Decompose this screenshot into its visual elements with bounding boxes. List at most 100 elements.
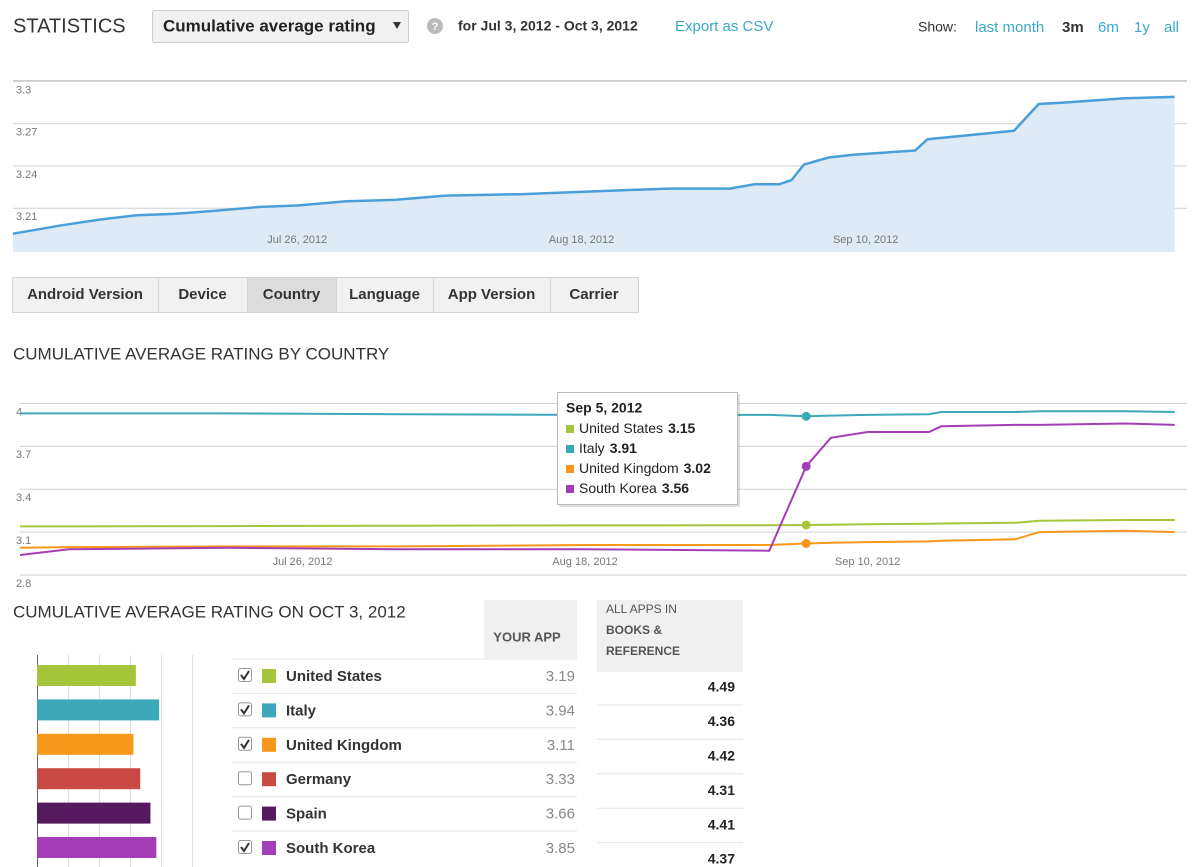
y-tick-label: 3.21 <box>16 211 37 223</box>
tab[interactable] <box>12 277 159 313</box>
tooltip-name: South Korea <box>579 480 657 496</box>
tooltip-name: Italy <box>579 440 605 456</box>
range-link[interactable]: 6m <box>1098 19 1119 36</box>
y-tick-label: 3.7 <box>16 449 31 461</box>
legend-swatch <box>262 737 276 752</box>
y-tick-label: 3.4 <box>16 492 31 504</box>
your-app-value: 3.66 <box>546 806 575 823</box>
date-range: for Jul 3, 2012 - Oct 3, 2012 <box>458 18 638 34</box>
your-app-value: 3.19 <box>546 668 575 685</box>
metric-dropdown[interactable] <box>152 10 409 43</box>
metric-selected[interactable]: Cumulative average rating <box>163 16 376 35</box>
line <box>12 95 1175 235</box>
series-line <box>20 410 1175 418</box>
tooltip-swatch <box>566 425 574 433</box>
checkmark <box>240 842 250 853</box>
area <box>13 96 1175 253</box>
tooltip-value: 3.15 <box>668 420 695 436</box>
x-tick-label: Sep 10, 2012 <box>833 234 898 246</box>
tooltip-swatch <box>566 445 574 453</box>
bar <box>37 699 160 721</box>
page-title: STATISTICS <box>13 15 126 37</box>
x-tick-label: Aug 18, 2012 <box>552 556 617 568</box>
your-app-value: 3.33 <box>546 771 575 788</box>
your-app-value: 3.11 <box>547 737 575 754</box>
hover-point <box>801 539 811 549</box>
checkbox[interactable] <box>238 771 252 786</box>
column-header-text: ALL APPS IN <box>606 602 677 616</box>
country-name: Germany <box>286 771 352 788</box>
range-link[interactable]: last month <box>975 19 1044 36</box>
bar <box>37 837 157 858</box>
bar <box>37 802 151 824</box>
tab[interactable] <box>247 277 337 313</box>
tab[interactable] <box>336 277 434 313</box>
column-header-text: REFERENCE <box>606 644 680 658</box>
range-link[interactable]: 1y <box>1134 19 1150 36</box>
hover-point <box>801 411 811 421</box>
tab[interactable] <box>158 277 248 313</box>
tooltip-name: United Kingdom <box>579 460 679 476</box>
help-icon-text[interactable]: ? <box>432 21 439 33</box>
your-app-value: 3.94 <box>546 702 575 719</box>
checkbox[interactable] <box>238 702 252 717</box>
legend-swatch <box>262 703 276 718</box>
legend-swatch <box>262 841 276 855</box>
export-link[interactable]: Export as CSV <box>675 18 773 35</box>
country-name: Italy <box>286 702 317 719</box>
section-title: CUMULATIVE AVERAGE RATING ON OCT 3, 2012 <box>13 602 406 621</box>
country-name: South Korea <box>286 840 376 857</box>
bar <box>37 733 134 755</box>
country-name: United Kingdom <box>286 737 402 754</box>
bar <box>37 768 141 790</box>
benchmark-value: 4.49 <box>708 679 735 695</box>
range-link[interactable]: 3m <box>1062 19 1084 36</box>
tab-label[interactable]: Language <box>349 286 420 303</box>
tooltip-name: United States <box>579 420 663 436</box>
tooltip-swatch <box>566 465 574 473</box>
help-icon[interactable] <box>427 18 443 34</box>
tooltip-swatch <box>566 485 574 493</box>
tooltip-value: 3.91 <box>610 440 637 456</box>
tab-label[interactable]: App Version <box>448 286 536 303</box>
checkbox[interactable] <box>238 736 252 751</box>
checkmark <box>240 739 250 750</box>
tab[interactable] <box>550 277 639 313</box>
benchmark-value: 4.36 <box>708 713 735 729</box>
checkbox[interactable] <box>238 840 252 854</box>
checkbox[interactable] <box>238 805 252 820</box>
checkbox[interactable] <box>238 668 252 682</box>
tab-label[interactable]: Carrier <box>569 286 618 303</box>
x-tick-label: Aug 18, 2012 <box>549 234 614 246</box>
column-header <box>597 600 743 672</box>
y-tick-label: 3.3 <box>16 84 31 96</box>
tooltip-value: 3.02 <box>684 460 711 476</box>
checkmark <box>240 704 250 716</box>
y-tick-label: 3.27 <box>16 127 37 139</box>
section-title: CUMULATIVE AVERAGE RATING BY COUNTRY <box>13 344 389 363</box>
column-header-text: BOOKS & <box>606 623 662 637</box>
column-header <box>484 600 577 658</box>
x-tick-label: Jul 26, 2012 <box>273 556 333 568</box>
tooltip-entry: United Kingdom 3.02 <box>579 460 711 476</box>
x-tick-label: Sep 10, 2012 <box>835 556 900 568</box>
legend-swatch <box>262 772 276 787</box>
benchmark-value: 4.37 <box>708 851 735 867</box>
tab-label[interactable]: Android Version <box>27 286 143 303</box>
y-tick-label: 2.8 <box>16 578 31 590</box>
country-name: United States <box>286 668 382 685</box>
tooltip-value: 3.56 <box>662 480 689 496</box>
benchmark-value: 4.42 <box>708 748 735 764</box>
hover-point <box>801 461 811 471</box>
tooltip-title: Sep 5, 2012 <box>566 400 642 416</box>
series-line <box>20 519 1175 528</box>
tooltip-entry: United States 3.15 <box>579 420 696 436</box>
legend-swatch <box>262 806 276 821</box>
series-line <box>19 529 1175 549</box>
checkmark <box>240 670 250 681</box>
tab-label[interactable]: Device <box>178 286 226 303</box>
tab-label[interactable]: Country <box>263 286 321 303</box>
range-link[interactable]: all <box>1164 19 1179 36</box>
x-tick-label: Jul 26, 2012 <box>267 234 327 246</box>
